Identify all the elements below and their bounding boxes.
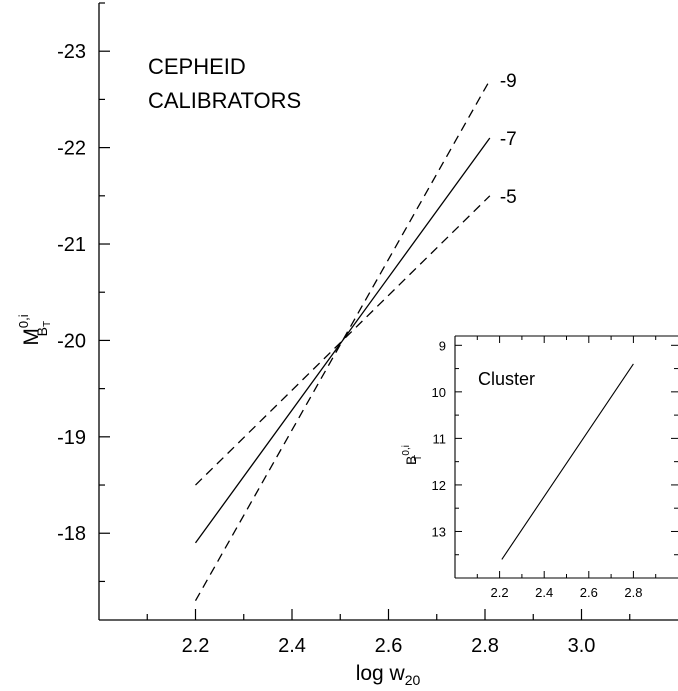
inset-x-tick-label: 2.8 [624,585,642,600]
main-y-tick-label: -23 [57,41,86,63]
main-x-tick-label: 2.8 [471,635,499,657]
main-y-tick-label: -22 [57,138,86,160]
inset-x-tick-label: 2.2 [491,585,509,600]
series-label: -9 [500,71,517,92]
main-annotation: CALIBRATORS [148,88,301,113]
inset-y-tick-label: 13 [432,524,446,539]
inset-y-tick-label: 11 [433,431,447,446]
main-y-tick-label: -19 [57,427,86,449]
inset-y-axis-label: B0,iT [401,445,424,465]
series-label: -5 [500,187,517,208]
series-line-m7 [194,137,491,544]
main-x-tick-label: 2.6 [375,635,403,657]
inset-annotation: Cluster [478,369,535,389]
main-annotation: CEPHEID [148,54,246,79]
series-line-m5 [195,195,491,486]
inset-y-tick-label: 12 [432,478,446,493]
inset-y-tick-label: 10 [432,385,446,400]
inset-series-line [501,363,634,560]
inset-x-tick-label: 2.4 [535,585,553,600]
main-y-tick-label: -21 [57,234,86,256]
main-x-axis-label: log w20 [356,662,421,688]
main-y-axis-label: M0,iBT [16,314,53,345]
series-line-m9 [194,79,491,602]
inset-y-tick-label: 9 [439,338,446,353]
inset-x-tick-label: 2.6 [580,585,598,600]
main-y-tick-label: -20 [57,330,86,352]
main-x-tick-label: 3.0 [568,635,596,657]
main-x-tick-label: 2.2 [182,635,210,657]
series-label: -7 [500,129,517,150]
main-x-tick-label: 2.4 [278,635,306,657]
main-y-tick-label: -18 [57,523,86,545]
